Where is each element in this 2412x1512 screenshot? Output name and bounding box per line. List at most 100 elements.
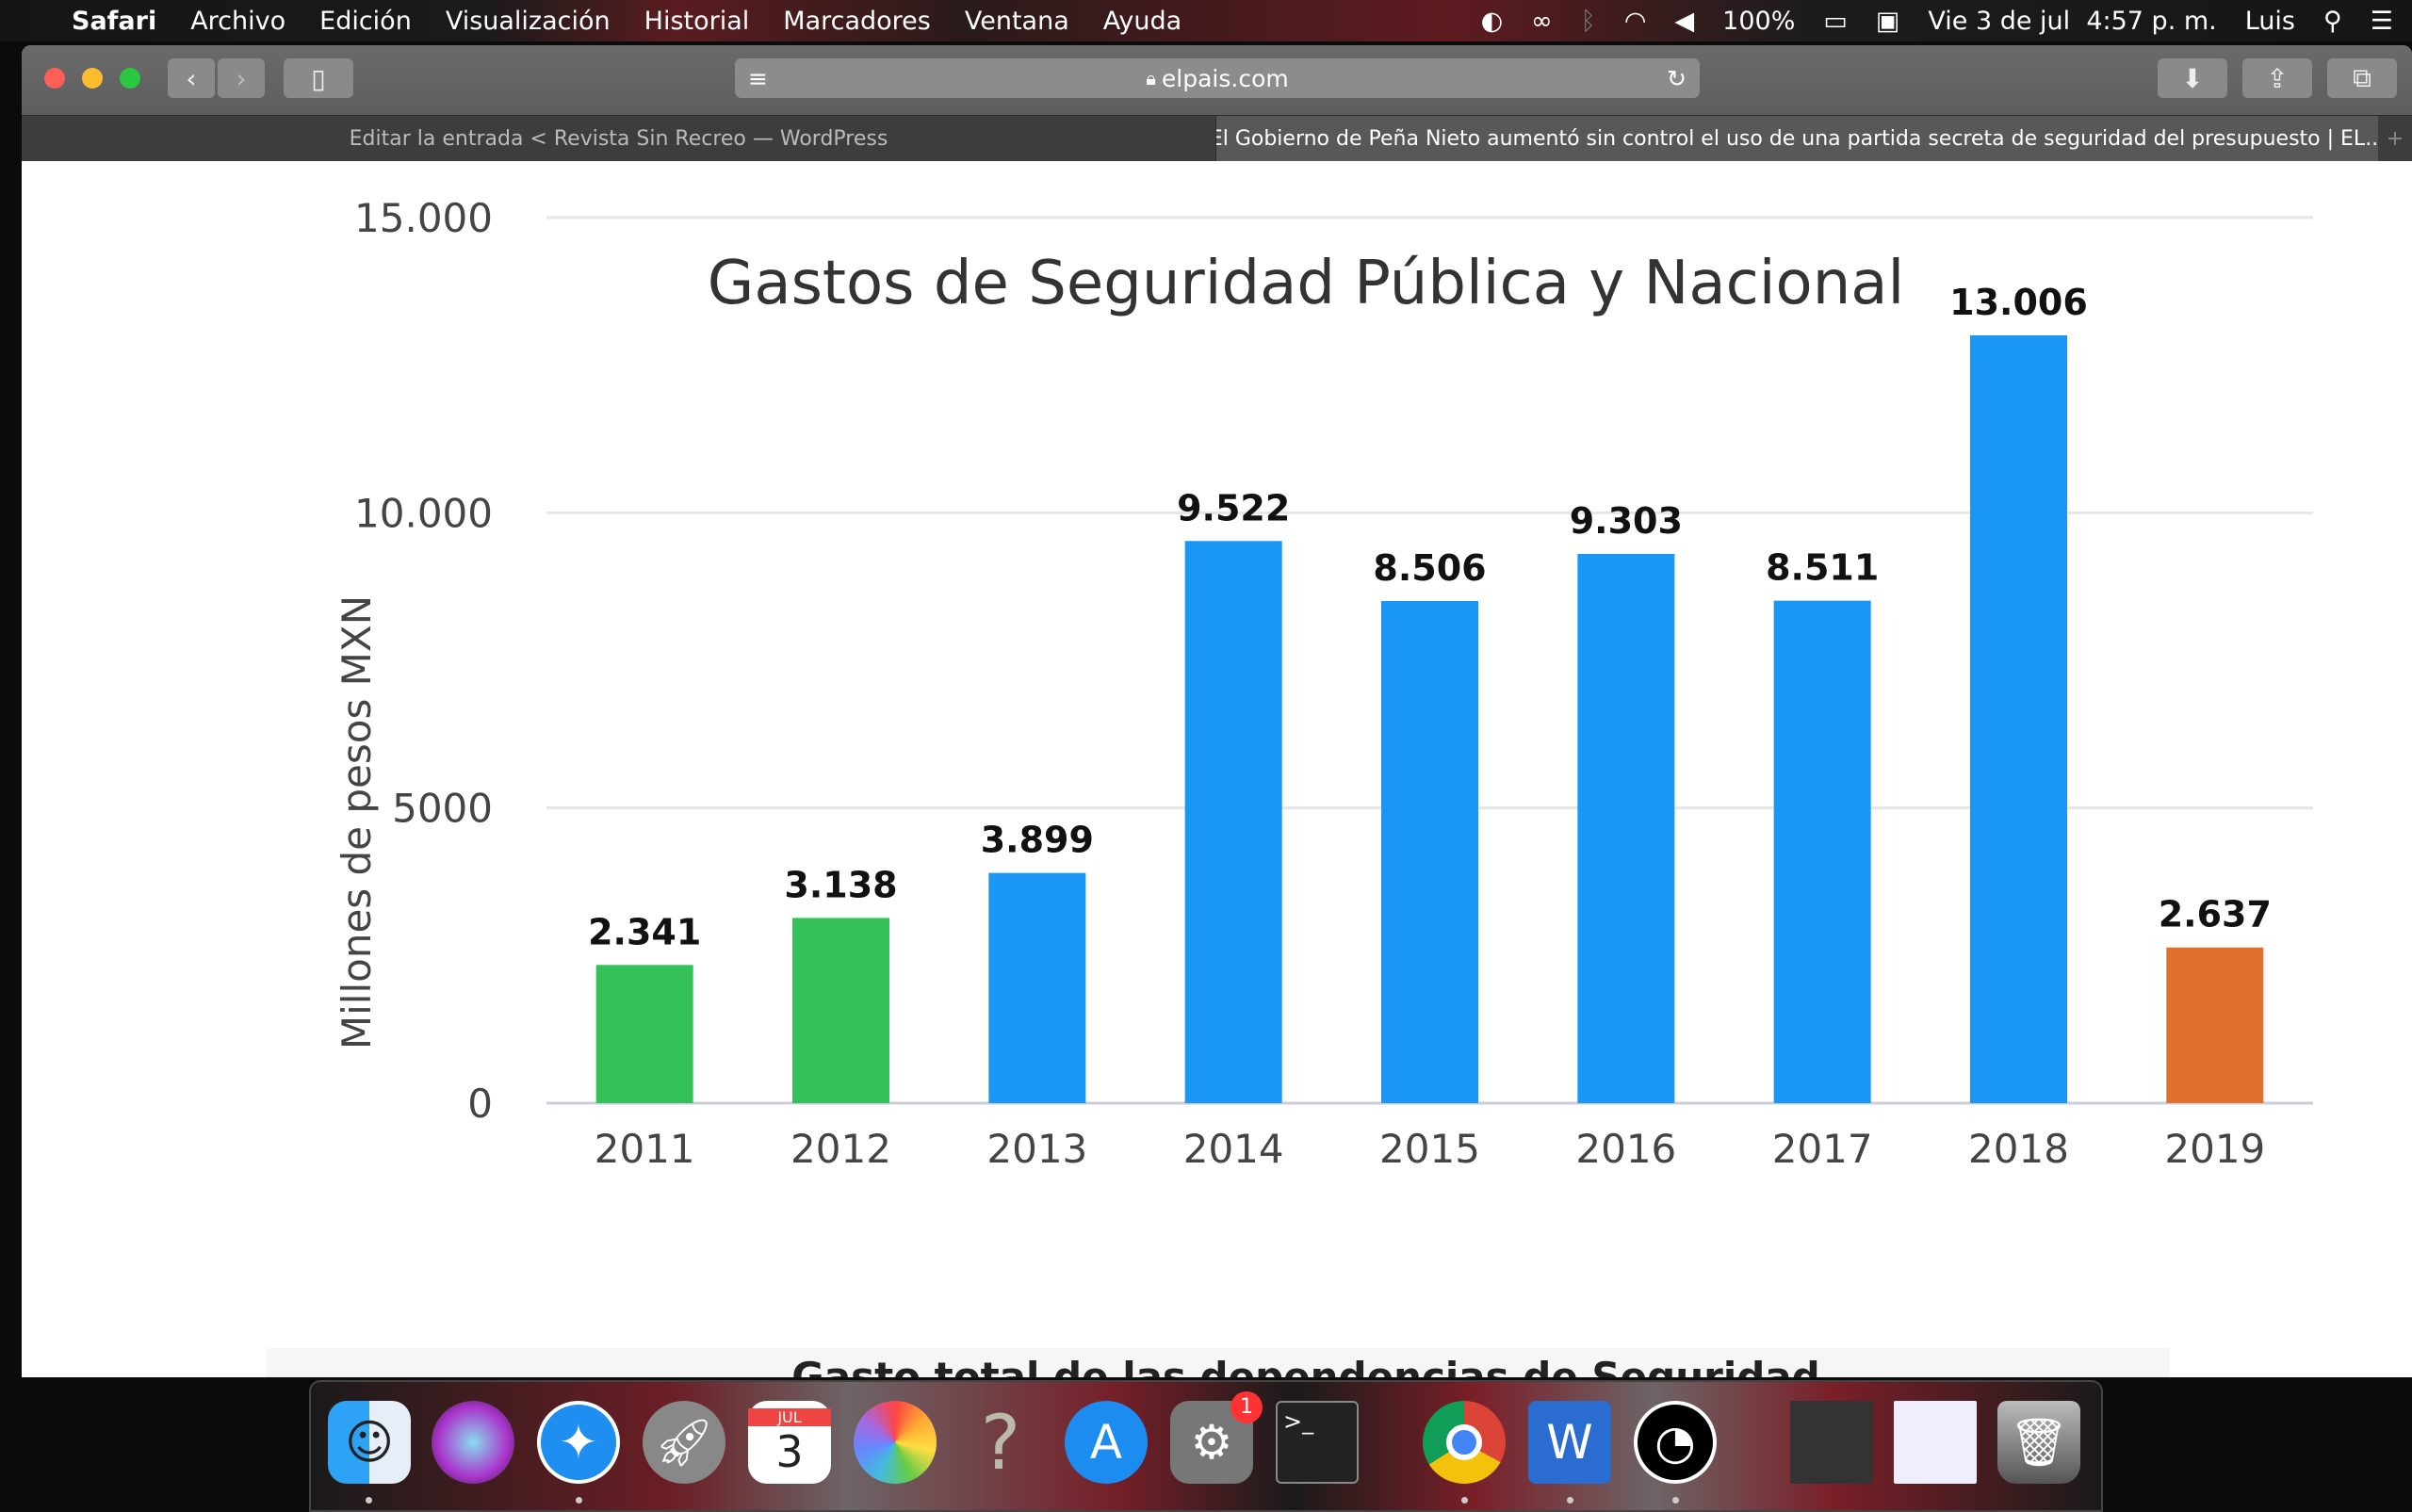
dock-terminal-icon[interactable]: >_ bbox=[1276, 1401, 1359, 1484]
dock-photos-icon[interactable] bbox=[854, 1401, 937, 1484]
bar-2019 bbox=[2166, 947, 2264, 1103]
reload-icon[interactable]: ↻ bbox=[1667, 64, 1687, 92]
x-tick-label: 2011 bbox=[595, 1126, 695, 1172]
data-label: 8.511 bbox=[1766, 547, 1879, 589]
y-tick-label: 0 bbox=[467, 1081, 493, 1127]
back-button[interactable]: ‹ bbox=[168, 58, 215, 98]
bar-2013 bbox=[988, 872, 1086, 1103]
creative-cloud-icon[interactable]: ∞ bbox=[1531, 6, 1553, 36]
running-indicator bbox=[1567, 1497, 1573, 1504]
data-label: 9.522 bbox=[1177, 487, 1290, 528]
menu-bar: Safari Archivo Edición Visualización His… bbox=[0, 0, 2412, 41]
dock-unknown-app-icon[interactable]: ? bbox=[980, 1398, 1021, 1487]
y-tick-label: 15.000 bbox=[354, 195, 493, 241]
bar-2011 bbox=[595, 965, 693, 1103]
keyboard-icon[interactable]: ▣ bbox=[1875, 6, 1900, 36]
data-label: 2.637 bbox=[2159, 894, 2272, 935]
url-text: elpais.com bbox=[1161, 64, 1289, 92]
data-label: 8.506 bbox=[1373, 547, 1486, 589]
page-content: Gastos de Seguridad Pública y Nacional M… bbox=[22, 161, 2412, 1377]
share-button[interactable]: ⇪ bbox=[2242, 58, 2312, 98]
datetime[interactable]: Vie 3 de jul 4:57 p. m. bbox=[1928, 6, 2217, 36]
bar-2015 bbox=[1381, 600, 1478, 1103]
running-indicator bbox=[576, 1497, 582, 1504]
x-tick-label: 2016 bbox=[1575, 1126, 1676, 1172]
notification-center-icon[interactable]: ☰ bbox=[2370, 6, 2393, 36]
dock-calendar-icon[interactable]: JUL 3 bbox=[748, 1401, 831, 1484]
volume-icon[interactable]: ◀ bbox=[1674, 6, 1695, 36]
dock-finder-icon[interactable]: ☺ bbox=[328, 1401, 411, 1484]
bar-chart: Gastos de Seguridad Pública y Nacional M… bbox=[267, 195, 2313, 1377]
menu-app-name[interactable]: Safari bbox=[72, 6, 157, 36]
close-button[interactable] bbox=[44, 68, 65, 89]
dock-trash-icon[interactable]: 🗑︎ bbox=[1997, 1401, 2080, 1484]
bar-2018 bbox=[1970, 334, 2067, 1103]
menu-archivo[interactable]: Archivo bbox=[190, 6, 286, 36]
running-indicator bbox=[1461, 1497, 1468, 1504]
calendar-day: 3 bbox=[775, 1425, 804, 1477]
tab-label: Editar la entrada < Revista Sin Recreo —… bbox=[349, 126, 888, 151]
minimize-button[interactable] bbox=[82, 68, 103, 89]
menu-visualizacion[interactable]: Visualización bbox=[445, 6, 611, 36]
battery-text[interactable]: 100% bbox=[1722, 6, 1796, 36]
y-tick-label: 5000 bbox=[392, 786, 493, 832]
bar-2012 bbox=[792, 918, 889, 1103]
user-name[interactable]: Luis bbox=[2244, 6, 2295, 36]
obs-status-icon[interactable]: ◐ bbox=[1480, 6, 1504, 36]
safari-window: ‹ › ▯ ≡ 🔒︎ elpais.com ↻ ⬇ ⇪ ⧉ Editar la … bbox=[22, 45, 2412, 1377]
running-indicator bbox=[366, 1497, 372, 1504]
dock-system-preferences-icon[interactable]: ⚙ 1 bbox=[1170, 1391, 1263, 1484]
dock-word-icon[interactable]: W bbox=[1528, 1401, 1611, 1484]
tab-bar: Editar la entrada < Revista Sin Recreo —… bbox=[22, 115, 2412, 161]
sidebar-toggle-icon[interactable]: ▯ bbox=[284, 58, 353, 98]
menu-marcadores[interactable]: Marcadores bbox=[783, 6, 931, 36]
bar-2014 bbox=[1184, 541, 1282, 1103]
battery-icon[interactable]: ▭ bbox=[1823, 6, 1848, 36]
calendar-month: JUL bbox=[748, 1407, 831, 1426]
tab-label: El Gobierno de Peña Nieto aumentó sin co… bbox=[1215, 126, 2378, 151]
dock-app-store-icon[interactable]: A bbox=[1065, 1401, 1148, 1484]
x-tick-label: 2017 bbox=[1772, 1126, 1873, 1172]
x-tick-label: 2018 bbox=[1968, 1126, 2069, 1172]
menu-edicion[interactable]: Edición bbox=[319, 6, 412, 36]
address-bar[interactable]: ≡ 🔒︎ elpais.com ↻ bbox=[735, 58, 1700, 98]
wifi-icon[interactable]: ◠ bbox=[1623, 6, 1647, 36]
menu-ayuda[interactable]: Ayuda bbox=[1102, 6, 1182, 36]
new-tab-button[interactable]: + bbox=[2386, 126, 2404, 151]
notification-badge: 1 bbox=[1230, 1391, 1263, 1423]
data-label: 13.006 bbox=[1949, 282, 2088, 323]
y-axis-label: Millones de pesos MXN bbox=[334, 595, 380, 1049]
dock-obs-icon[interactable]: ◔ bbox=[1634, 1401, 1717, 1484]
dock-launchpad-icon[interactable]: 🚀︎ bbox=[643, 1401, 725, 1484]
dock-chrome-icon[interactable] bbox=[1423, 1401, 1506, 1484]
menu-ventana[interactable]: Ventana bbox=[964, 6, 1069, 36]
bar-2016 bbox=[1577, 554, 1675, 1103]
tab-wordpress[interactable]: Editar la entrada < Revista Sin Recreo —… bbox=[22, 116, 1215, 161]
y-tick-label: 10.000 bbox=[354, 490, 493, 536]
x-tick-label: 2013 bbox=[986, 1126, 1087, 1172]
data-label: 2.341 bbox=[588, 911, 701, 952]
data-label: 3.899 bbox=[981, 820, 1094, 861]
dock-window-thumbnail-obs[interactable] bbox=[1790, 1401, 1873, 1484]
data-label: 3.138 bbox=[784, 864, 897, 905]
dock: ☺ ✦ 🚀︎ JUL 3 ? A ⚙ 1 >_ W ◔ 🗑︎ bbox=[309, 1380, 2103, 1512]
bluetooth-icon[interactable]: ᛒ bbox=[1580, 6, 1596, 36]
x-tick-label: 2012 bbox=[790, 1126, 891, 1172]
reader-icon[interactable]: ≡ bbox=[748, 64, 768, 92]
dock-safari-icon[interactable]: ✦ bbox=[537, 1401, 620, 1484]
forward-button[interactable]: › bbox=[218, 58, 265, 98]
x-tick-label: 2014 bbox=[1183, 1126, 1284, 1172]
spotlight-search-icon[interactable]: ⚲ bbox=[2323, 6, 2342, 36]
tab-overview-button[interactable]: ⧉ bbox=[2327, 58, 2397, 98]
dock-siri-icon[interactable] bbox=[432, 1401, 514, 1484]
downloads-button[interactable]: ⬇ bbox=[2158, 58, 2227, 98]
zoom-button[interactable] bbox=[120, 68, 140, 89]
tab-elpais[interactable]: El Gobierno de Peña Nieto aumentó sin co… bbox=[1215, 116, 2378, 161]
x-tick-label: 2019 bbox=[2164, 1126, 2265, 1172]
menu-historial[interactable]: Historial bbox=[644, 6, 750, 36]
bar-2017 bbox=[1773, 600, 1871, 1103]
lock-icon: 🔒︎ bbox=[1146, 67, 1156, 89]
dock-window-thumbnail-chrome[interactable] bbox=[1894, 1401, 1977, 1484]
next-heading: Gasto total de las dependencias de Segur… bbox=[791, 1354, 1819, 1377]
shadow-strip bbox=[267, 1348, 2170, 1377]
